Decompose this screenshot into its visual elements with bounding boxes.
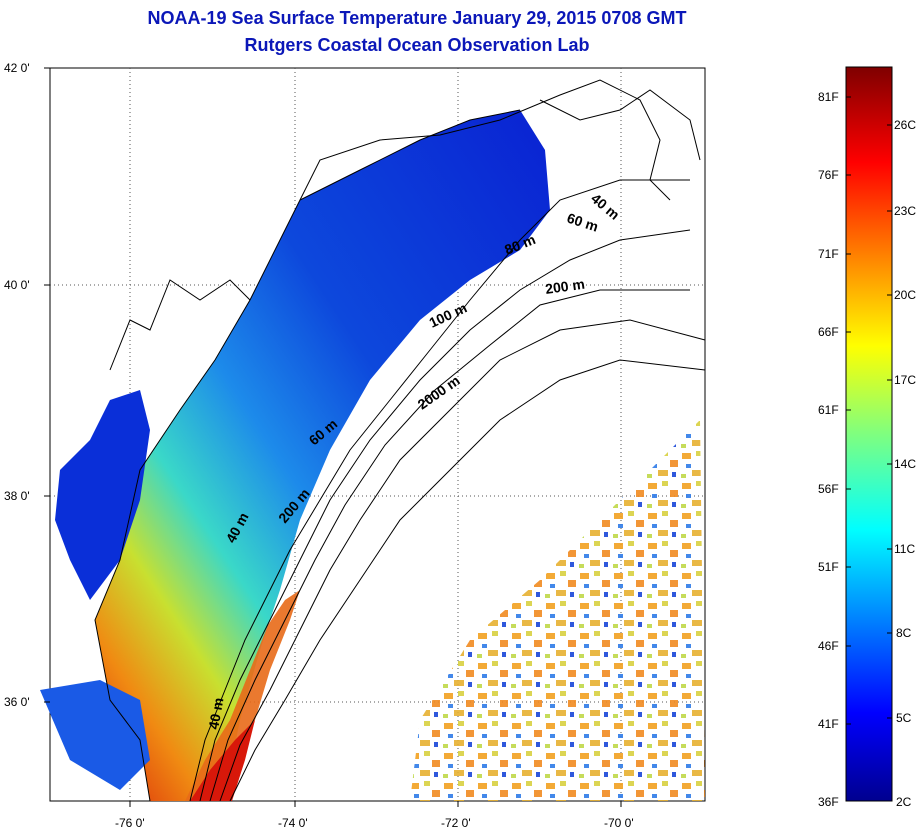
colorbar-c-2: 2C bbox=[896, 795, 912, 809]
colorbar-f-51: 51F bbox=[818, 560, 839, 574]
offshore-speckles bbox=[410, 420, 705, 801]
bathymetry-contours bbox=[189, 179, 706, 802]
colorbar-ticks bbox=[846, 96, 892, 725]
colorbar-f-56: 56F bbox=[818, 482, 839, 496]
colorbar-f-76: 76F bbox=[818, 168, 839, 182]
coastline bbox=[94, 79, 701, 802]
lon-tick-76: -76 0' bbox=[115, 816, 145, 830]
lat-tick-36: 36 0' bbox=[4, 695, 30, 709]
colorbar-c-26: 26C bbox=[894, 118, 917, 132]
lon-tick-74: -74 0' bbox=[278, 816, 308, 830]
sound-water bbox=[40, 680, 150, 790]
map-title: NOAA-19 Sea Surface Temperature January … bbox=[147, 8, 687, 28]
hot-core bbox=[190, 720, 255, 801]
contour-label-200m-north: 200 m bbox=[544, 276, 586, 297]
colorbar-c-20: 20C bbox=[894, 288, 917, 302]
colorbar-c-8: 8C bbox=[896, 626, 912, 640]
lon-tick-72: -72 0' bbox=[441, 816, 471, 830]
colorbar-f-36: 36F bbox=[818, 795, 839, 809]
colorbar-f-46: 46F bbox=[818, 639, 839, 653]
shelf-water bbox=[95, 110, 550, 801]
colorbar-f-81: 81F bbox=[818, 90, 839, 104]
colorbar bbox=[845, 66, 893, 802]
colorbar-f-61: 61F bbox=[818, 403, 839, 417]
colorbar-c-11: 11C bbox=[894, 542, 916, 556]
map-subtitle: Rutgers Coastal Ocean Observation Lab bbox=[244, 35, 590, 55]
lat-tick-42: 42 0' bbox=[4, 61, 30, 75]
colorbar-c-14: 14C bbox=[894, 457, 917, 471]
contour-label-40m-south: 40 m bbox=[205, 696, 226, 730]
warm-core bbox=[185, 590, 300, 801]
colorbar-f-41: 41F bbox=[818, 717, 839, 731]
colorbar-c-17: 17C bbox=[894, 373, 917, 387]
lon-tick-70: -70 0' bbox=[604, 816, 634, 830]
lat-tick-38: 38 0' bbox=[4, 489, 30, 503]
bay-water bbox=[55, 390, 150, 600]
colorbar-c-23: 23C bbox=[894, 204, 917, 218]
axis-ticks bbox=[44, 67, 622, 807]
colorbar-f-66: 66F bbox=[818, 325, 839, 339]
colorbar-c-5: 5C bbox=[896, 711, 912, 725]
lat-tick-40: 40 0' bbox=[4, 278, 30, 292]
colorbar-f-71: 71F bbox=[818, 247, 839, 261]
